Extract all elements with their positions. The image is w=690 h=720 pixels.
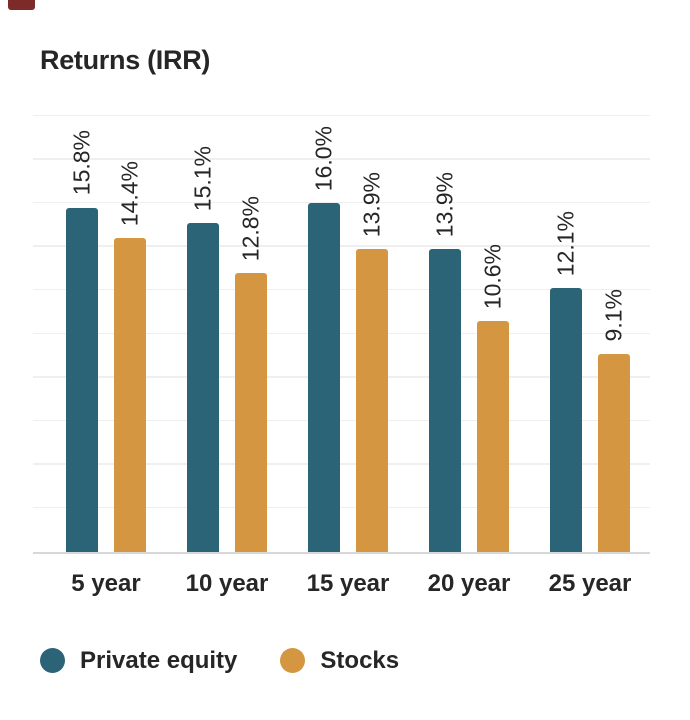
x-axis-label-25-year: 25 year (548, 570, 632, 597)
value-label-stocks-15-year: 13.9% (358, 171, 385, 237)
legend-dot-stocks (280, 648, 306, 673)
bar-stocks-15-year (356, 248, 388, 552)
gridline (33, 245, 650, 247)
gridline (33, 289, 650, 291)
bar-stocks-25-year (598, 353, 630, 552)
bar-stocks-20-year (477, 320, 509, 552)
bar-stocks-5-year (114, 238, 146, 552)
bar-chart-plot-area: 15.8% 15.1% 16.0% 13.9% 12.1% 14.4% 12.8% 13.9%… (33, 114, 650, 554)
gridline (33, 376, 650, 378)
gridline (33, 158, 650, 160)
chart-title: Returns (IRR) (40, 45, 211, 75)
legend-label-stocks: Stocks (320, 647, 400, 674)
x-axis-label-5-year: 5 year (71, 570, 141, 597)
legend-dot-private-equity (40, 648, 65, 673)
legend: Private equity Stocks (40, 648, 399, 673)
gridline (33, 114, 650, 116)
bar-private-equity-25-year (550, 288, 582, 552)
gridline (33, 419, 650, 422)
gridline (33, 332, 650, 334)
x-axis-label-10-year: 10 year (185, 570, 269, 597)
x-axis-line (33, 552, 650, 554)
value-label-private-equity-5-year: 15.8% (68, 130, 95, 196)
bar-private-equity-20-year (429, 248, 461, 552)
value-label-stocks-20-year: 10.6% (479, 243, 506, 309)
value-label-stocks-10-year: 12.8% (237, 195, 264, 261)
x-axis-label-20-year: 20 year (427, 570, 511, 597)
bar-stocks-10-year (235, 272, 267, 552)
bar-private-equity-10-year (187, 222, 219, 552)
gridline (33, 463, 650, 465)
legend-item-stocks: Stocks (280, 648, 399, 673)
bar-private-equity-5-year (66, 207, 98, 552)
corner-badge (8, 0, 35, 10)
bar-private-equity-15-year (308, 203, 340, 552)
value-label-private-equity-20-year: 13.9% (431, 171, 458, 237)
value-label-private-equity-10-year: 15.1% (189, 145, 216, 211)
value-label-private-equity-15-year: 16.0% (310, 125, 337, 192)
x-axis-label-15-year: 15 year (306, 570, 390, 597)
gridline (33, 201, 650, 204)
legend-label-private-equity: Private equity (80, 647, 238, 674)
value-label-private-equity-25-year: 12.1% (552, 211, 579, 277)
legend-item-private-equity: Private equity (40, 648, 237, 673)
gridline (33, 507, 650, 509)
value-label-stocks-25-year: 9.1% (600, 289, 627, 342)
value-label-stocks-5-year: 14.4% (116, 160, 143, 227)
